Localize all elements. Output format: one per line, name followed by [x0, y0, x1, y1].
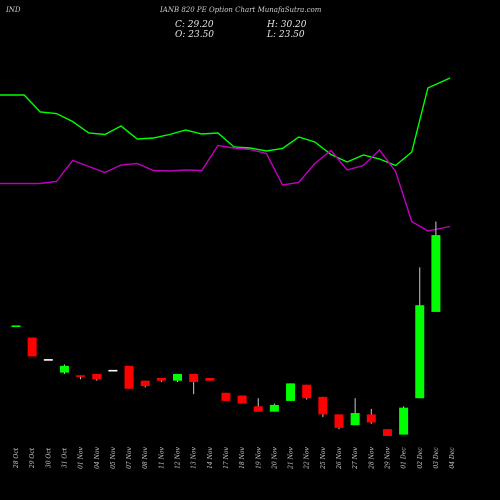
x-tick-label: 08 Nov — [142, 446, 149, 468]
candle-body — [382, 429, 392, 436]
x-tick-label: 26 Nov — [336, 446, 343, 469]
x-tick-label: 11 Nov — [158, 446, 165, 468]
candle-body — [189, 373, 199, 383]
x-tick-label: 04 Nov — [94, 446, 101, 468]
candle-body — [318, 396, 328, 415]
candle — [59, 364, 69, 374]
x-tick-label: 28 Oct — [13, 447, 20, 469]
x-tick-label: 12 Nov — [175, 446, 182, 468]
x-tick-label: 22 Nov — [304, 446, 311, 469]
candle-body — [59, 365, 69, 373]
x-tick-label: 02 Dec — [417, 447, 424, 469]
x-tick-label: 29 Nov — [384, 446, 391, 469]
candle-body — [366, 414, 376, 423]
candle — [415, 267, 425, 399]
x-tick-label: 30 Oct — [45, 447, 52, 468]
x-tick-label: 29 Oct — [29, 447, 36, 469]
candle — [76, 375, 86, 380]
candle-body — [399, 407, 409, 435]
candle — [43, 359, 53, 361]
x-tick-label: 01 Dec — [401, 447, 408, 469]
candle-body — [43, 359, 53, 361]
x-tick-label: 17 Nov — [223, 446, 230, 468]
candle — [334, 414, 344, 430]
x-tick-label: 25 Nov — [320, 446, 327, 469]
candle — [92, 373, 102, 381]
candle-body — [302, 384, 312, 399]
candle — [286, 383, 296, 401]
candle — [221, 392, 231, 401]
candle — [253, 398, 263, 412]
x-axis-labels: 28 Oct 29 Oct 30 Oct 31 Oct 01 Nov 04 Nov 05 N… — [13, 446, 456, 469]
candle-body — [205, 377, 215, 381]
candle — [237, 395, 247, 404]
candle-body — [92, 373, 102, 380]
candle — [108, 369, 118, 372]
overlay-line-1 — [0, 144, 451, 232]
candle — [189, 373, 199, 395]
close-value: C: 29.20 — [175, 20, 214, 30]
candle-body — [140, 380, 150, 387]
open-value: O: 23.50 — [175, 30, 214, 40]
x-tick-label: 19 Nov — [255, 446, 262, 468]
candle-body — [431, 235, 441, 312]
candle — [140, 380, 150, 388]
candle-body — [237, 395, 247, 404]
candle-body — [173, 373, 182, 381]
candle — [205, 377, 215, 381]
symbol-label: IND — [5, 6, 21, 14]
candle-body — [286, 383, 296, 401]
candle-body — [108, 369, 118, 372]
candle — [318, 396, 328, 418]
candle — [366, 408, 376, 424]
candle — [382, 429, 392, 436]
candle-body — [124, 365, 134, 389]
candle-body — [350, 413, 360, 426]
candle-body — [415, 305, 425, 399]
x-tick-label: 21 Nov — [288, 446, 295, 469]
candle — [350, 398, 360, 426]
candle — [11, 325, 21, 328]
candle-body — [253, 406, 263, 412]
candle — [156, 377, 166, 383]
candle-body — [76, 375, 86, 377]
x-tick-label: 27 Nov — [352, 446, 359, 469]
x-tick-label: 28 Nov — [368, 446, 375, 469]
candle-body — [269, 404, 279, 412]
x-tick-label: 07 Nov — [126, 446, 133, 468]
overlay-line-0 — [0, 77, 451, 167]
low-value: L: 23.50 — [266, 30, 305, 40]
candle-body — [11, 325, 21, 328]
overlay-lines — [0, 77, 451, 232]
candle — [399, 406, 409, 435]
candle — [302, 384, 312, 400]
candle-body — [221, 392, 231, 401]
x-tick-label: 04 Dec — [449, 447, 456, 469]
x-tick-label: 18 Nov — [239, 446, 246, 468]
candle — [124, 365, 134, 389]
chart-title: IANB 820 PE Option Chart MunafaSutra.com — [159, 6, 322, 14]
x-tick-label: 14 Nov — [207, 446, 214, 468]
candle — [27, 337, 37, 357]
x-tick-label: 03 Dec — [433, 447, 440, 469]
high-value: H: 30.20 — [266, 20, 307, 30]
x-tick-label: 20 Nov — [271, 446, 278, 469]
candle-body — [334, 414, 344, 428]
candles — [11, 221, 441, 436]
x-tick-label: 13 Nov — [191, 446, 198, 468]
x-tick-label: 31 Oct — [61, 447, 68, 468]
candle-body — [156, 377, 166, 381]
candle — [269, 403, 279, 412]
candle — [431, 221, 441, 312]
x-tick-label: 01 Nov — [78, 446, 85, 468]
candle-body — [27, 337, 37, 357]
candle — [173, 373, 182, 383]
x-tick-label: 05 Nov — [110, 446, 117, 468]
